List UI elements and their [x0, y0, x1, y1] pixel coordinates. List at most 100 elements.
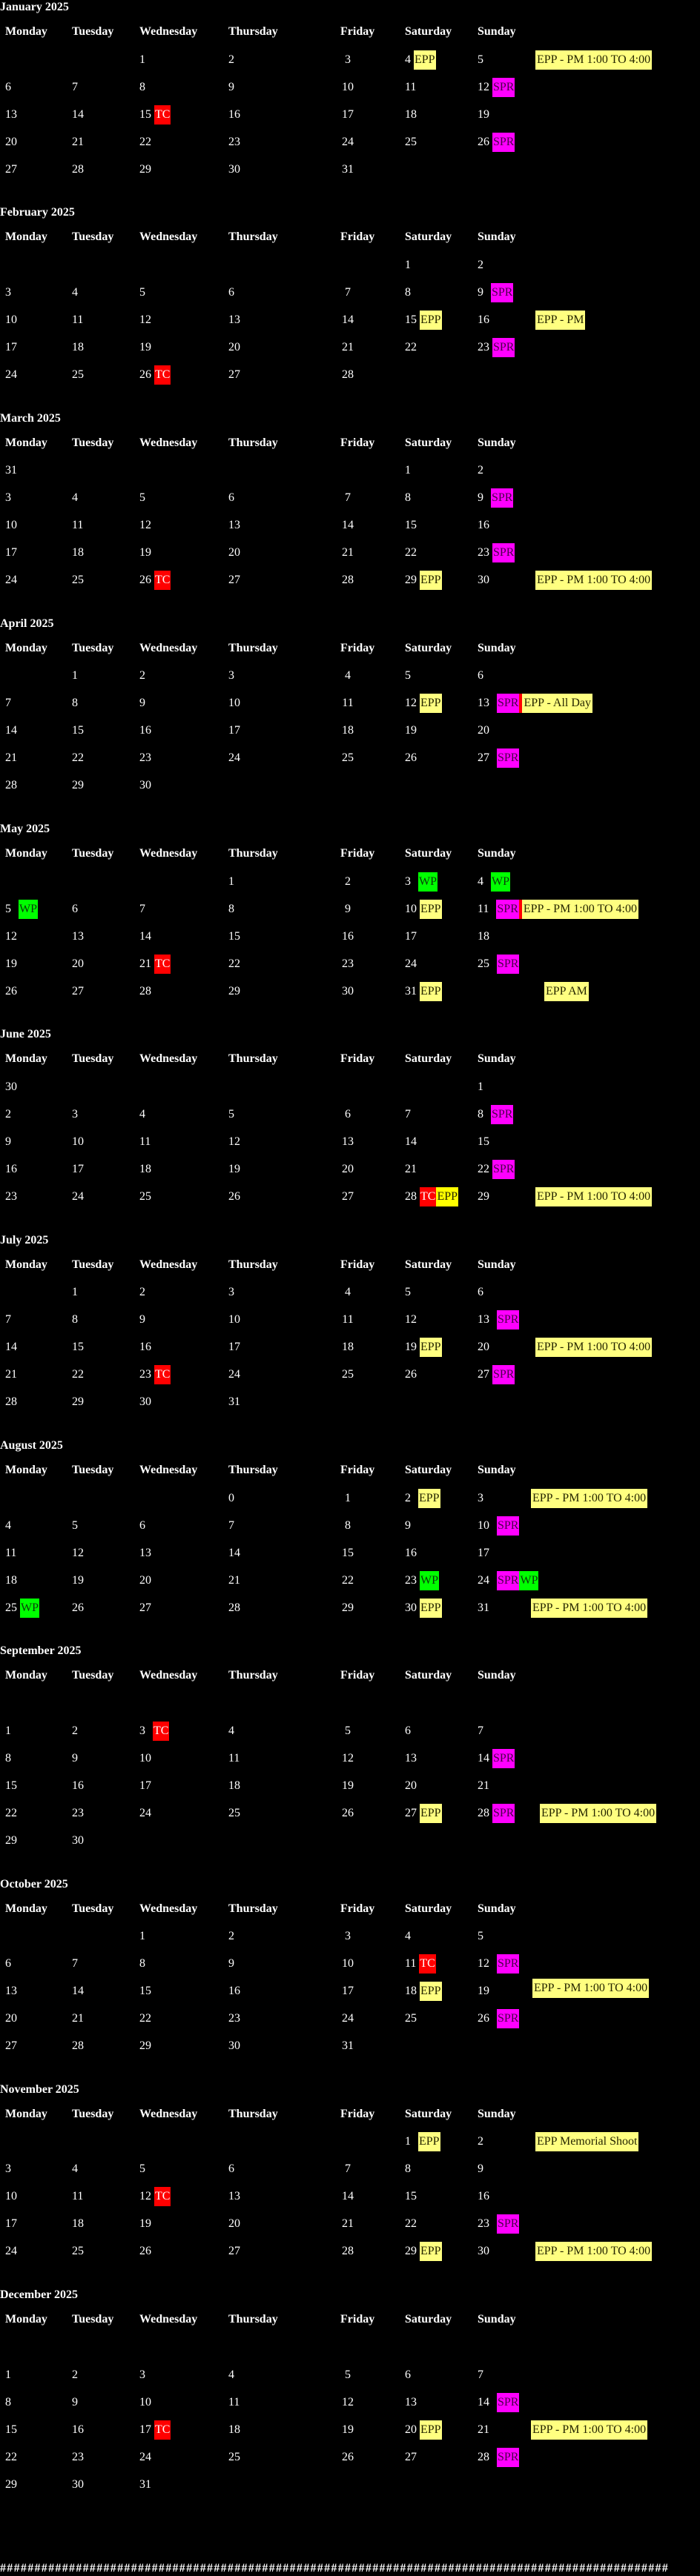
day-cell[interactable]: 20 [139, 1567, 154, 1594]
day-cell[interactable]: 16 [139, 717, 154, 745]
day-cell[interactable]: 15 [478, 1128, 492, 1155]
day-cell[interactable]: 17 [228, 1334, 243, 1361]
day-cell[interactable]: 12 [72, 1539, 87, 1567]
day-cell[interactable]: 13 SPR EPP - All Day [478, 690, 592, 717]
day-cell[interactable]: 22 [72, 1361, 87, 1389]
day-cell[interactable]: 21 [5, 745, 20, 772]
day-cell[interactable]: 5 [340, 2361, 358, 2389]
day-cell[interactable]: 3 [5, 279, 14, 306]
day-cell[interactable]: 5 [405, 1279, 414, 1307]
day-cell[interactable]: 13 [5, 101, 20, 128]
day-cell[interactable]: 18 [228, 2416, 243, 2443]
day-cell[interactable]: 19 [478, 1978, 492, 2005]
day-cell[interactable]: 8 [139, 1951, 148, 1978]
day-cell[interactable]: 9 [139, 690, 148, 717]
day-cell[interactable]: 1 [139, 46, 148, 73]
event-tag-epp[interactable]: EPP [420, 2420, 442, 2440]
day-cell[interactable]: 17 [405, 923, 420, 950]
day-cell[interactable]: 23 [340, 950, 358, 977]
day-cell[interactable]: 6 [139, 1512, 148, 1539]
day-cell[interactable]: 9 [72, 1745, 81, 1772]
event-tag-tc[interactable]: TC [153, 1721, 170, 1741]
day-cell[interactable]: 22 [72, 745, 87, 772]
day-cell[interactable]: 11 [340, 690, 358, 717]
day-cell[interactable]: 12 [228, 1128, 243, 1155]
day-cell[interactable]: 7 [139, 895, 148, 923]
day-cell[interactable]: 15 [5, 2416, 20, 2443]
day-cell[interactable]: 9 [139, 1307, 148, 1334]
day-cell[interactable]: 21 TC [139, 950, 171, 977]
day-cell[interactable]: 21 [340, 333, 358, 361]
day-cell[interactable]: 5 [340, 1717, 358, 1745]
event-tag-spr[interactable]: SPR [491, 488, 514, 508]
day-cell[interactable]: 12 SPR [478, 73, 515, 101]
day-cell[interactable]: 4 [139, 1101, 148, 1128]
day-cell[interactable]: 12 [340, 1745, 358, 1772]
day-cell[interactable]: 29 [340, 1594, 358, 1621]
day-cell[interactable]: 20 [405, 1772, 420, 1799]
day-cell[interactable]: 18 [340, 717, 358, 745]
event-tag-epp[interactable]: EPP [420, 694, 442, 714]
day-cell[interactable]: 22 [139, 128, 154, 156]
day-cell[interactable]: 9 [5, 1128, 14, 1155]
day-cell[interactable]: 19 [478, 101, 492, 128]
day-cell[interactable]: 14 [5, 1334, 20, 1361]
day-cell[interactable]: 26 [228, 1183, 243, 1210]
day-cell[interactable]: 2 [228, 46, 237, 73]
event-note[interactable]: EPP - All Day [522, 694, 592, 714]
event-tag-epp[interactable]: EPP [418, 1488, 440, 1508]
event-tag-epp[interactable]: EPP [420, 981, 442, 1001]
day-cell[interactable]: 17 [5, 2211, 20, 2238]
day-cell[interactable]: 23 [139, 745, 154, 772]
day-cell[interactable]: 14 [72, 101, 87, 128]
event-note[interactable]: EPP - PM 1:00 TO 4:00 [540, 1803, 657, 1823]
event-tag-spr[interactable]: SPR [491, 1104, 514, 1124]
event-tag-wp[interactable]: WP [519, 1570, 539, 1590]
day-cell[interactable]: 26 TC [139, 361, 171, 388]
day-cell[interactable]: 6 [340, 1101, 358, 1128]
day-cell[interactable]: 13 SPR [478, 1307, 520, 1334]
day-cell[interactable]: 15 [72, 717, 87, 745]
day-cell[interactable]: 22 SPR [478, 1155, 515, 1183]
day-cell[interactable]: 15 EPP [405, 306, 442, 333]
day-cell[interactable]: 6 [228, 485, 237, 512]
event-tag-spr[interactable]: SPR [492, 1748, 515, 1768]
day-cell[interactable]: 21 [228, 1567, 243, 1594]
day-cell[interactable]: 22 [340, 1567, 358, 1594]
day-cell[interactable]: 23 WP [405, 1567, 439, 1594]
day-cell[interactable]: 2 [228, 1923, 237, 1951]
day-cell[interactable]: 18 EPP [405, 1978, 442, 2005]
day-cell[interactable]: 23 SPR [478, 540, 515, 567]
day-cell[interactable]: 19 [72, 1567, 87, 1594]
day-cell[interactable]: 18 [228, 1772, 243, 1799]
day-cell[interactable]: 23 SPR [478, 333, 515, 361]
day-cell[interactable]: 25 [72, 567, 87, 594]
day-cell[interactable]: 5 [139, 2156, 148, 2183]
day-cell[interactable]: 20 [478, 717, 492, 745]
day-cell[interactable]: 26 [340, 1799, 358, 1827]
day-cell[interactable]: 29 [139, 156, 154, 183]
day-cell[interactable]: 30 [72, 1827, 87, 1854]
day-cell[interactable]: 28 [340, 2238, 358, 2265]
day-cell[interactable]: 27 EPP [405, 1799, 442, 1827]
day-cell[interactable]: 12 TC [139, 2183, 171, 2211]
day-cell[interactable]: 28 [340, 361, 358, 388]
day-cell[interactable]: 8 [228, 895, 237, 923]
day-cell[interactable]: 19 [139, 2211, 154, 2238]
day-cell[interactable]: 6 [228, 279, 237, 306]
day-cell[interactable]: 11 [72, 512, 86, 540]
day-cell[interactable]: 25 [139, 1183, 154, 1210]
day-cell[interactable]: 18 [340, 1334, 358, 1361]
day-cell[interactable]: 17 [139, 1772, 154, 1799]
day-cell[interactable]: 27 [72, 977, 87, 1005]
day-cell[interactable]: 14 [405, 1128, 420, 1155]
day-cell[interactable]: 27 [5, 2033, 20, 2060]
day-cell[interactable]: 18 [139, 1155, 154, 1183]
day-cell[interactable]: 1 [72, 1279, 81, 1307]
day-cell[interactable]: 20 [228, 2211, 243, 2238]
day-cell[interactable]: 15 TC [139, 101, 171, 128]
day-cell[interactable]: 22 [5, 1799, 20, 1827]
event-tag-tc[interactable]: TC [419, 1954, 436, 1974]
day-cell[interactable]: 30 [340, 977, 358, 1005]
event-tag-spr[interactable]: SPR [492, 1365, 515, 1385]
